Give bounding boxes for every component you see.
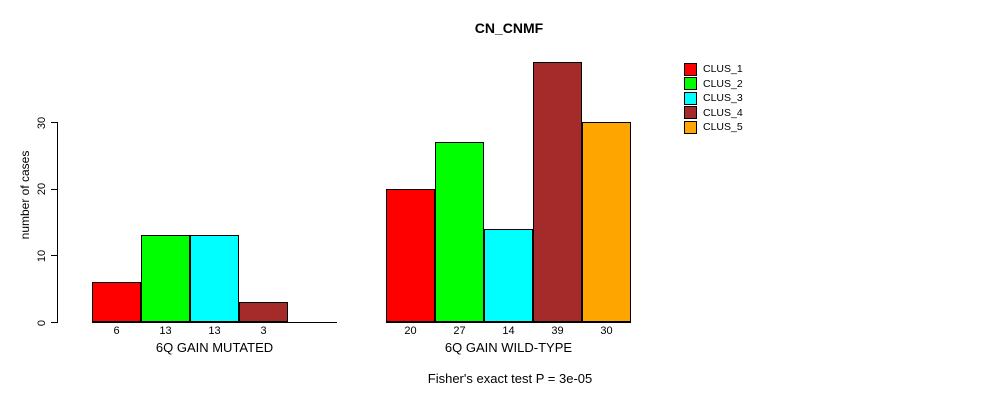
y-axis-tick-label: 10 — [36, 249, 48, 262]
bar-value-label: 30 — [600, 325, 613, 337]
legend-label: CLUS_4 — [703, 106, 743, 119]
y-axis-tick — [51, 122, 57, 123]
bar-value-label: 39 — [551, 325, 564, 337]
bar-value-label: 27 — [453, 325, 466, 337]
y-axis-tick-label: 0 — [36, 319, 48, 326]
legend-label: CLUS_3 — [703, 92, 743, 104]
bar-value-label: 20 — [404, 325, 417, 337]
legend-item: CLUS_1 — [684, 62, 743, 76]
y-axis-tick-label: 30 — [36, 116, 48, 129]
x-axis-line — [386, 322, 631, 323]
group-label: 6Q GAIN WILD-TYPE — [444, 340, 573, 355]
bar-value-label: 13 — [208, 325, 221, 337]
y-axis-title: number of cases — [18, 150, 32, 240]
y-axis-tick — [51, 322, 57, 323]
legend-label: CLUS_2 — [703, 77, 743, 90]
bar-clus_2 — [141, 235, 190, 322]
bar-value-label: 14 — [502, 325, 515, 337]
x-axis-line — [92, 322, 337, 323]
legend-swatch — [684, 62, 697, 76]
bar-clus_4 — [239, 302, 288, 322]
bar-value-label: 3 — [260, 325, 267, 337]
bar-clus_5 — [582, 122, 631, 322]
y-axis-line — [57, 122, 58, 323]
bar-value-label: 13 — [159, 325, 172, 337]
legend-item: CLUS_5 — [684, 120, 743, 134]
bar-value-label: 6 — [113, 325, 120, 337]
y-axis-tick-label: 20 — [36, 183, 48, 196]
legend-swatch — [684, 106, 697, 119]
legend-item: CLUS_4 — [684, 106, 743, 120]
group-label: 6Q GAIN MUTATED — [155, 340, 274, 355]
bar-clus_3 — [190, 235, 239, 322]
legend-item: CLUS_3 — [684, 91, 743, 105]
legend-swatch — [684, 120, 697, 134]
y-axis-tick — [51, 255, 57, 257]
bar-clus_2 — [435, 142, 484, 322]
bar-clus_3 — [484, 228, 533, 322]
chart-title: CN_CNMF — [474, 20, 544, 36]
bar-clus_1 — [92, 282, 141, 322]
bar-clus_4 — [533, 62, 582, 322]
y-axis-tick — [51, 188, 57, 190]
annotation-text: Fisher's exact test P = 3e-05 — [427, 371, 593, 386]
legend-swatch — [684, 77, 697, 90]
legend-item: CLUS_2 — [684, 77, 743, 91]
legend-label: CLUS_5 — [703, 121, 743, 133]
bar-clus_1 — [386, 188, 435, 322]
legend-label: CLUS_1 — [703, 63, 743, 75]
legend-swatch — [684, 91, 697, 105]
